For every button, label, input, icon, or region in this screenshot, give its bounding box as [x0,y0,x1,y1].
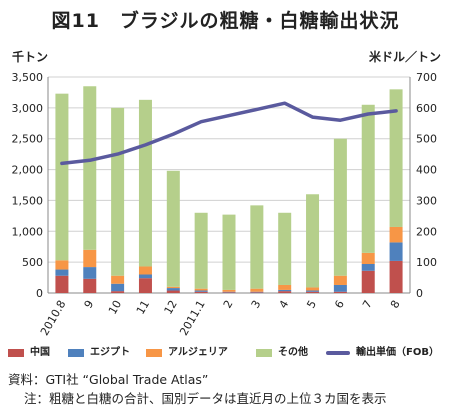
left-axis-tick-label: 2,500 [12,133,44,146]
legend-label-algeria: アルジェリア [168,347,228,358]
bar-segment-egypt [55,269,69,276]
right-axis-tick-label: 500 [416,133,437,146]
bar-segment-algeria [111,275,125,284]
legend-label-export-price: 輸出単価（FOB） [356,347,439,358]
x-axis-tick-label: 12 [162,298,180,317]
bar-segment-algeria [333,275,347,285]
bar-segment-egypt [250,291,264,293]
legend-label-china: 中国 [30,347,50,358]
x-axis-tick-label: 3 [249,298,264,311]
bar-segment-others [278,212,292,285]
footnote: 注：粗糖と白糖の合計、国別データは直近月の上位３カ国を表示 [24,391,387,406]
bar-segment-algeria [250,288,264,292]
left-axis-tick-label: 3,000 [12,102,44,115]
bar-segment-others [111,107,125,276]
bar-segment-egypt [389,242,403,261]
x-axis-tick-label: 2011.1 [177,298,208,338]
x-axis-tick-label: 8 [388,298,403,311]
bar-segment-others [250,205,264,289]
bar-segment-china [333,291,347,293]
bar-segment-egypt [361,263,375,271]
export-price-line [60,101,398,166]
bar-segment-egypt [166,288,180,291]
bar-segment-others [166,170,180,287]
bar-segment-others [222,214,236,290]
bar-segment-algeria [361,252,375,264]
bar-segment-algeria [306,287,320,291]
right-axis-tick-label: 200 [416,225,437,238]
left-axis-tick-label: 500 [22,256,43,269]
bar-segment-china [250,292,264,293]
bar-segment-china [111,291,125,293]
bar-segment-algeria [83,249,97,268]
x-axis-tick-label: 2 [221,298,236,311]
right-axis-tick-label: 600 [416,102,437,115]
bar-segment-china [166,290,180,293]
bar-segment-others [333,138,347,276]
bar-segment-algeria [138,266,152,275]
legend-swatch-egypt [68,349,84,357]
bar-segment-china [194,291,208,293]
source-note: 資料：GTI社 “Global Trade Atlas” [8,372,209,387]
bar-segment-algeria [278,284,292,290]
x-axis-tick-label: 9 [82,298,97,311]
bar-segment-egypt [306,290,320,292]
right-axis-unit: 米ドル／トン [368,50,441,64]
legend-swatch-china [8,349,24,357]
bar-segment-china [361,270,375,293]
bar-segment-others [306,194,320,288]
bar-segment-china [55,275,69,293]
bar-segment-china [389,260,403,293]
bar-segment-egypt [333,284,347,292]
x-axis-tick-label: 10 [106,298,124,317]
legend-label-egypt: エジプト [90,347,130,358]
x-axis-tick-label: 7 [360,298,375,311]
bar-segment-egypt [278,289,292,292]
bar-segment-others [138,99,152,267]
bar-segment-others [83,86,97,250]
left-axis-tick-label: 1,500 [12,194,44,207]
x-axis-tick-label: 2010.8 [38,298,69,338]
left-axis-tick-label: 3,500 [12,71,44,84]
bar-segment-egypt [194,290,208,292]
left-axis-tick-label: 1,000 [12,225,44,238]
x-axis-tick-label: 5 [304,298,319,311]
legend-line-export-price [326,351,350,355]
bar-segment-algeria [194,288,208,291]
x-axis-tick-label: 11 [134,298,152,317]
x-axis-tick-label: 4 [277,298,292,311]
x-axis-tick-label: 6 [332,298,347,311]
left-axis-tick-label: 2,000 [12,164,44,177]
left-axis-tick-label: 0 [36,287,43,300]
bar-segment-china [222,292,236,293]
bar-segment-china [83,278,97,293]
bar-segment-algeria [55,260,69,270]
right-axis-tick-label: 400 [416,164,437,177]
legend-label-others: その他 [278,347,308,358]
bar-segment-others [389,89,403,227]
right-axis-tick-label: 0 [416,287,423,300]
bar-segment-china [306,291,320,293]
right-axis-tick-label: 100 [416,256,437,269]
legend-swatch-algeria [146,349,162,357]
bar-segment-egypt [111,283,125,292]
bar-segment-algeria [166,286,180,289]
bar-segment-china [138,278,152,293]
bar-segment-egypt [83,267,97,279]
bar-segment-algeria [389,226,403,243]
bar-segment-egypt [138,274,152,279]
bar-segment-others [55,93,69,261]
bar-segment-china [278,291,292,293]
legend-swatch-others [256,349,272,357]
bar-segment-egypt [222,291,236,293]
bar-segment-others [361,104,375,253]
left-axis-unit: 千トン [12,50,49,64]
right-axis-tick-label: 700 [416,71,437,84]
bar-segment-algeria [222,289,236,292]
right-axis-tick-label: 300 [416,194,437,207]
chart-title: 図11 ブラジルの粗糖・白糖輸出状況 [51,10,400,32]
notes: 資料：GTI社 “Global Trade Atlas” 注：粗糖と白糖の合計、… [8,370,387,408]
bar-segment-others [194,212,208,289]
